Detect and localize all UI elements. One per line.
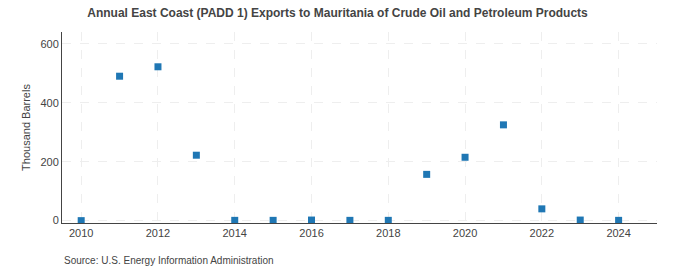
svg-text:200: 200 <box>40 156 58 168</box>
svg-text:2010: 2010 <box>69 227 93 239</box>
svg-text:400: 400 <box>40 97 58 109</box>
svg-text:600: 600 <box>40 38 58 50</box>
svg-text:2016: 2016 <box>299 227 323 239</box>
svg-text:0: 0 <box>53 214 59 226</box>
svg-text:2014: 2014 <box>222 227 246 239</box>
svg-text:Source: U.S. Energy Informatio: Source: U.S. Energy Information Administ… <box>64 255 274 266</box>
svg-text:2018: 2018 <box>376 227 400 239</box>
svg-text:2022: 2022 <box>530 227 554 239</box>
svg-text:Thousand Barrels: Thousand Barrels <box>20 84 32 171</box>
svg-text:2012: 2012 <box>146 227 170 239</box>
svg-text:Annual East Coast (PADD 1) Exp: Annual East Coast (PADD 1) Exports to Ma… <box>87 6 588 20</box>
svg-text:2024: 2024 <box>606 227 630 239</box>
svg-text:2020: 2020 <box>453 227 477 239</box>
